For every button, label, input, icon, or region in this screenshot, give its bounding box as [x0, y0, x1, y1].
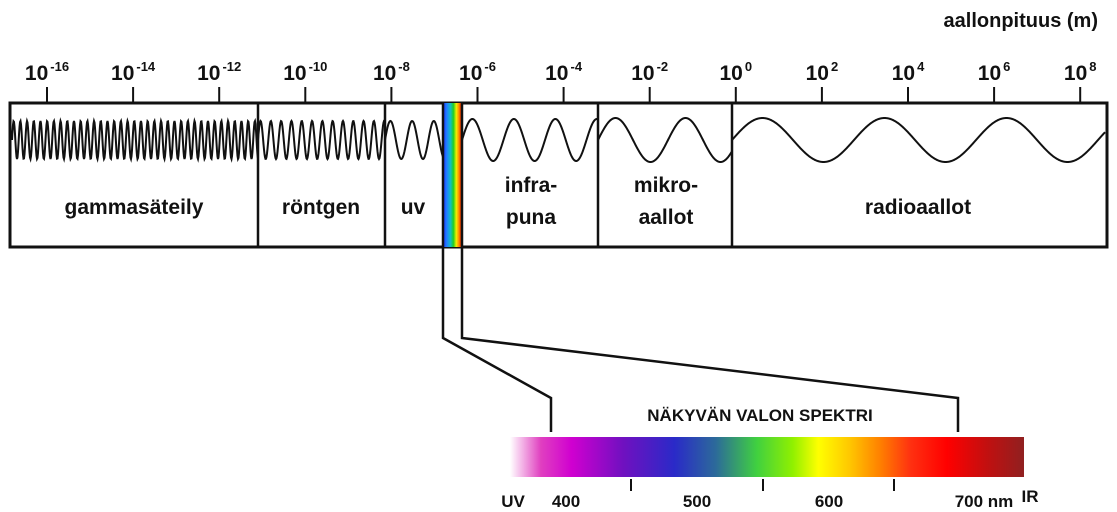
axis-tick-label: 10 -6: [459, 59, 496, 85]
band-label-microwave-line1: mikro-: [634, 174, 698, 197]
visible-tick-label-600: 600: [815, 492, 843, 511]
visible-tick-label-500: 500: [683, 492, 711, 511]
gamma-wave: [11, 117, 259, 163]
infrared-wave: [461, 117, 599, 163]
axis-tick-label: 10 6: [978, 59, 1011, 85]
visible-spectrum-ticks: [630, 479, 895, 491]
wave-graphics: [11, 116, 1106, 164]
axis-tick-label: 10 2: [806, 59, 839, 85]
band-label-radio: radioaallot: [865, 196, 971, 219]
connector-line-left: [441, 247, 553, 432]
uv-wave: [384, 119, 444, 161]
microwave-wave: [597, 116, 733, 164]
band-label-microwave-line2: aallot: [639, 206, 694, 229]
axis-tick-label: 10 8: [1064, 59, 1097, 85]
axis-tick-label: 10 -2: [631, 59, 668, 85]
band-label-gamma: gammasäteily: [65, 196, 204, 219]
axis-tick-label: 10 0: [720, 59, 753, 85]
xray-wave: [257, 118, 386, 162]
band-label-infrared-line1: infra-: [505, 174, 558, 197]
band-label-infrared-line2: puna: [506, 206, 556, 229]
visible-uv-label: UV: [501, 492, 525, 511]
visible-light-strip: [443, 103, 462, 247]
axis-tick-label: 10 -8: [373, 59, 410, 85]
spectrum-box: [8, 101, 1109, 249]
axis-unit-label: aallonpituus (m): [944, 10, 1098, 32]
visible-spectrum-title: NÄKYVÄN VALON SPEKTRI: [647, 406, 872, 425]
band-label-uv: uv: [401, 196, 426, 219]
axis-tick-label: 10 -14: [111, 59, 156, 85]
axis-ticks: [46, 87, 1082, 103]
radio-wave: [731, 116, 1106, 164]
axis-tick-label: 10 -4: [545, 59, 583, 85]
visible-ir-label: IR: [1022, 487, 1039, 506]
visible-spectrum-bar: [510, 437, 1024, 477]
connector-line-right: [460, 247, 960, 432]
band-label-xray: röntgen: [282, 196, 360, 219]
axis-tick-label: 10 -12: [197, 59, 241, 85]
visible-tick-label-400: 400: [552, 492, 580, 511]
axis-tick-labels: 10 -16 10 -14 10 -12 10 -10 10 -8 10 -6 10 -4 10 -2 10 0 1…: [25, 59, 1097, 85]
axis-tick-label: 10 -16: [25, 59, 69, 85]
visible-tick-label-700: 700 nm: [955, 492, 1014, 511]
axis-tick-label: 10 4: [892, 59, 925, 85]
axis-tick-label: 10 -10: [283, 59, 327, 85]
